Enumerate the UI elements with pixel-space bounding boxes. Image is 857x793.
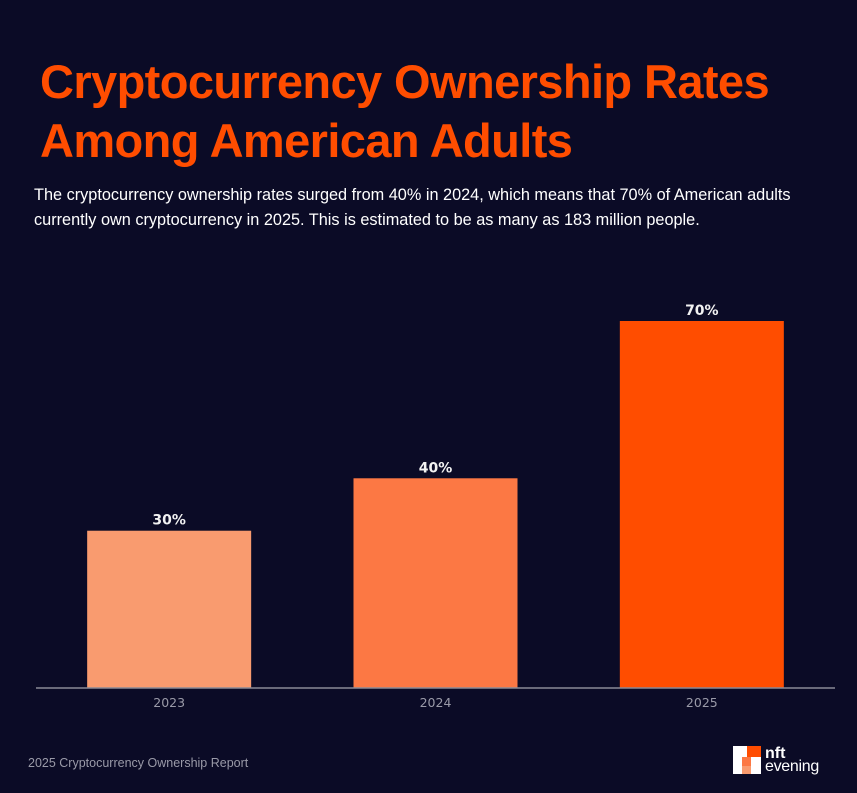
x-axis-ticks: 2023 2024 2025 [153, 695, 717, 710]
bars-group: 30% 40% 70% [87, 303, 784, 688]
chart-subtitle: The cryptocurrency ownership rates surge… [34, 186, 791, 229]
x-tick-label-2025: 2025 [686, 695, 718, 710]
bar-2025 [619, 321, 784, 688]
logo-text-evening: evening [765, 758, 819, 775]
bar-2023 [87, 530, 252, 688]
nft-evening-logo-icon [733, 746, 761, 774]
data-label-2024: 40% [419, 460, 453, 476]
source-note: 2025 Cryptocurrency Ownership Report [28, 756, 249, 770]
chart-title: Cryptocurrency Ownership Rates Among Ame… [40, 55, 770, 167]
x-tick-label-2023: 2023 [153, 695, 185, 710]
bar-2024 [353, 478, 518, 688]
x-tick-label-2024: 2024 [420, 695, 452, 710]
brand-logo: nft evening [733, 745, 819, 775]
logo-text-nft: nft [765, 745, 786, 762]
data-label-2025: 70% [685, 303, 719, 319]
logo-wordmark: nft evening [765, 745, 819, 775]
data-label-2023: 30% [152, 513, 186, 529]
bar-chart: 30% 40% 70% 2023 2024 2025 [36, 303, 835, 710]
